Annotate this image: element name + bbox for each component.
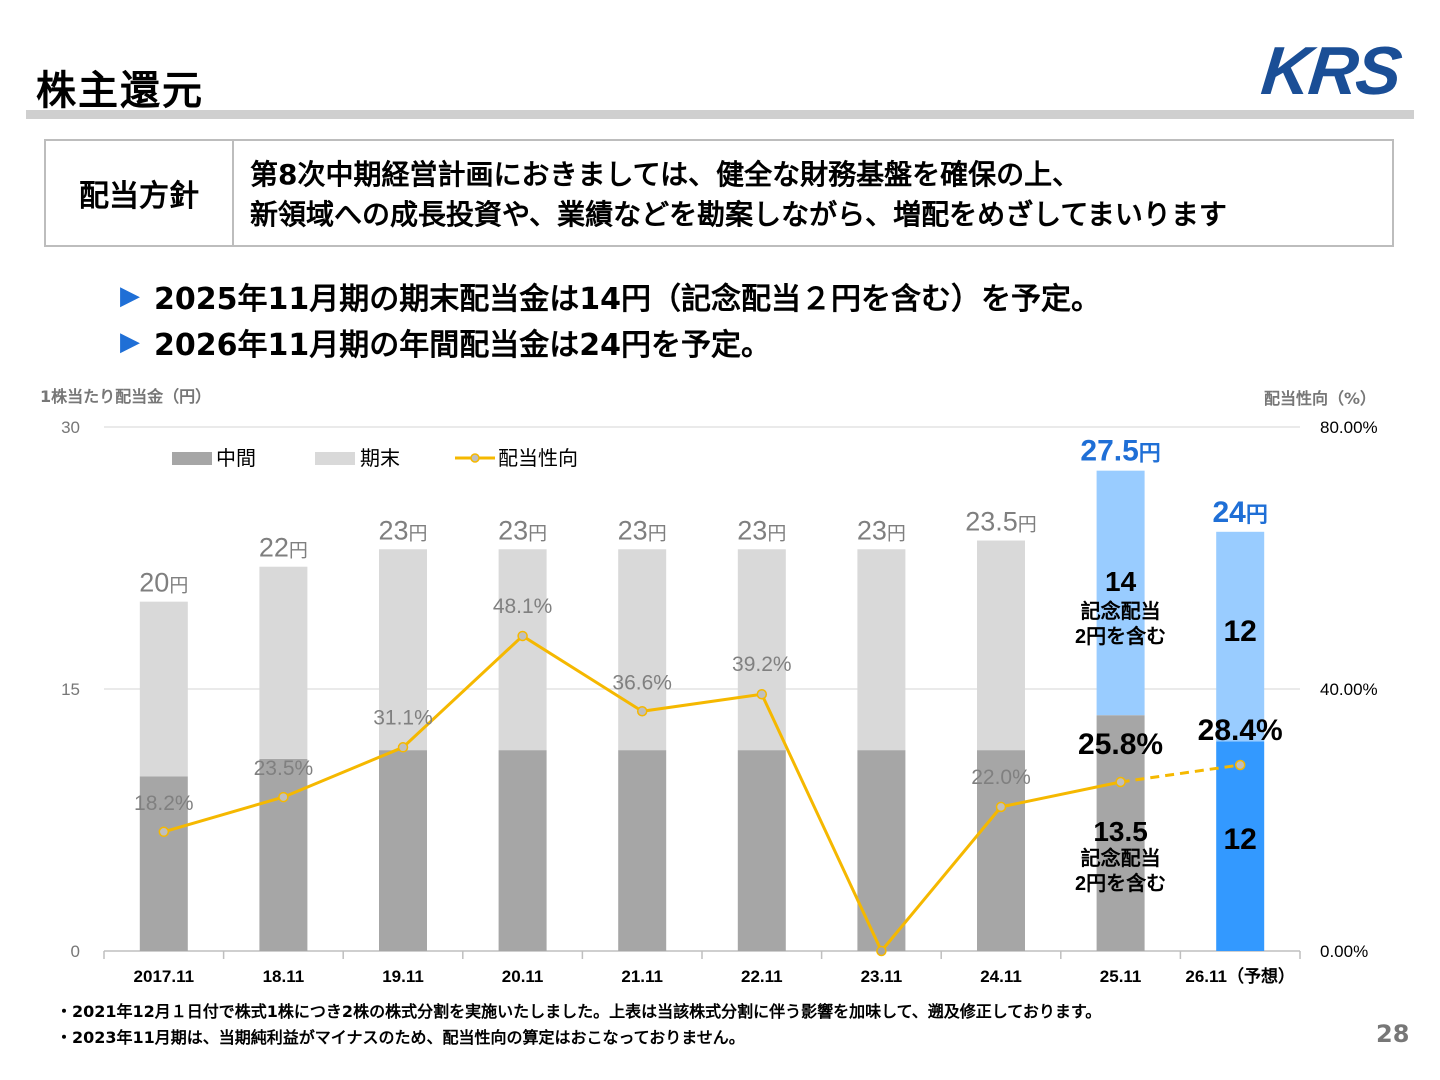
triangle-bullet-icon: ▶ xyxy=(120,327,140,357)
segment-label-year-end: 14 xyxy=(1105,566,1137,597)
legend-label-interim: 中間 xyxy=(216,447,256,470)
payout-ratio-point xyxy=(1115,776,1126,788)
bar-interim xyxy=(618,750,667,951)
bar-interim xyxy=(379,750,427,951)
bullet-2-text: 2026年11月期の年間配当金は24円を予定。 xyxy=(154,328,771,363)
policy-text: 第8次中期経営計画におきましては、健全な財務基盤を確保の上、 新領域への成長投資… xyxy=(250,155,1227,235)
payout-ratio-label: 39.2% xyxy=(732,653,792,676)
payout-ratio-point xyxy=(1234,759,1246,771)
segment-label-interim: 13.5 xyxy=(1093,816,1148,847)
segment-label-year-end: 12 xyxy=(1224,615,1257,648)
x-tick-label: 20.11 xyxy=(502,967,544,986)
x-tick-label: 21.11 xyxy=(621,967,663,986)
bar-total-label: 23円 xyxy=(498,515,547,545)
footnote-1: ・2021年12月１日付で株式1株につき2株の株式分割を実施いたしました。上表は… xyxy=(56,1002,1102,1021)
payout-ratio-forecast-line xyxy=(1120,763,1241,784)
legend-swatch-year-end xyxy=(315,452,355,465)
legend-swatch-interim xyxy=(172,452,212,465)
segment-note-year-end: 2円を含む xyxy=(1075,624,1166,648)
bar-year-end xyxy=(857,549,906,751)
payout-ratio-label: 36.6% xyxy=(612,671,672,694)
payout-ratio-label: 23.5% xyxy=(254,757,314,780)
right-tick-label: 80.00% xyxy=(1320,418,1378,437)
left-axis-caption: 1株当たり配当金（円） xyxy=(40,387,212,406)
bar-year-end xyxy=(977,540,1025,751)
x-tick-label: 25.11 xyxy=(1100,967,1142,986)
bar-interim xyxy=(498,750,547,951)
title-divider xyxy=(26,110,1414,119)
bar-total-label: 24円 xyxy=(1213,496,1268,529)
segment-note-interim: 記念配当 xyxy=(1081,846,1161,870)
right-tick-label: 0.00% xyxy=(1320,942,1368,961)
left-tick-label: 0 xyxy=(71,942,80,961)
x-tick-label: 24.11 xyxy=(980,967,1022,986)
legend-label-ratio: 配当性向 xyxy=(498,447,578,470)
bar-interim xyxy=(857,750,906,951)
policy-label: 配当方針 xyxy=(46,141,234,245)
payout-ratio-point xyxy=(876,945,887,957)
bar-year-end xyxy=(618,549,667,751)
bar-total-label: 22円 xyxy=(259,533,308,563)
legend-marker-ratio xyxy=(470,453,480,463)
payout-ratio-label: 25.8% xyxy=(1078,728,1163,761)
segment-note-year-end: 記念配当 xyxy=(1081,599,1161,623)
bullet-1-text: 2025年11月期の期末配当金は14円（記念配当２円を含む）を予定。 xyxy=(154,282,1101,317)
payout-ratio-point xyxy=(995,801,1007,813)
bar-interim xyxy=(737,750,786,951)
left-tick-label: 15 xyxy=(61,680,80,699)
segment-label-interim: 12 xyxy=(1224,823,1257,856)
page-title: 株主還元 xyxy=(36,68,204,114)
payout-ratio-label: 31.1% xyxy=(373,706,433,729)
segment-note-interim: 2円を含む xyxy=(1075,871,1166,895)
policy-line-1: 第8次中期経営計画におきましては、健全な財務基盤を確保の上、 xyxy=(250,158,1081,191)
x-tick-label: 26.11（予想） xyxy=(1185,966,1295,986)
left-tick-label: 30 xyxy=(61,418,80,437)
bar-interim xyxy=(259,758,308,951)
bar-year-end xyxy=(1216,531,1265,742)
bar-total-label: 23円 xyxy=(618,515,667,545)
bar-total-label: 23円 xyxy=(378,515,427,545)
bar-total-label: 23.5円 xyxy=(965,507,1037,537)
x-tick-label: 22.11 xyxy=(741,967,783,986)
bar-total-label: 23円 xyxy=(737,515,786,545)
bar-interim xyxy=(977,750,1025,951)
payout-ratio-label: 48.1% xyxy=(493,595,553,618)
bar-year-end xyxy=(1096,470,1145,716)
payout-ratio-point xyxy=(517,630,528,642)
right-tick-label: 40.00% xyxy=(1320,680,1378,699)
bar-year-end xyxy=(737,549,786,751)
bar-interim xyxy=(1096,715,1145,951)
x-tick-label: 2017.11 xyxy=(134,967,195,986)
dividend-policy-box: 配当方針 第8次中期経営計画におきましては、健全な財務基盤を確保の上、 新領域へ… xyxy=(44,139,1394,247)
payout-ratio-point xyxy=(636,706,648,717)
policy-line-2: 新領域への成長投資や、業績などを勘案しながら、増配をめざしてまいります xyxy=(250,198,1227,231)
payout-ratio-point xyxy=(278,791,289,803)
bar-total-label: 23円 xyxy=(857,515,906,545)
bar-year-end xyxy=(139,601,188,777)
bar-interim xyxy=(139,776,188,951)
payout-ratio-point xyxy=(158,826,170,838)
payout-ratio-point xyxy=(756,688,768,700)
x-tick-label: 19.11 xyxy=(382,967,424,986)
payout-ratio-label: 18.2% xyxy=(134,792,194,815)
bar-year-end xyxy=(259,566,308,759)
payout-ratio-label: 28.4% xyxy=(1198,714,1283,747)
bar-year-end xyxy=(379,549,427,751)
bullet-1: ▶ 2025年11月期の期末配当金は14円（記念配当２円を含む）を予定。 xyxy=(120,274,1101,318)
x-tick-label: 18.11 xyxy=(263,967,305,986)
triangle-bullet-icon: ▶ xyxy=(120,281,140,311)
bar-interim xyxy=(1216,741,1265,951)
x-tick-label: 23.11 xyxy=(861,967,903,986)
bar-total-label: 27.5円 xyxy=(1080,435,1160,468)
bullet-2: ▶ 2026年11月期の年間配当金は24円を予定。 xyxy=(120,320,771,364)
payout-ratio-point xyxy=(397,742,409,753)
payout-ratio-label: 22.0% xyxy=(971,766,1031,789)
bar-total-label: 20円 xyxy=(139,568,188,598)
footnote-2: ・2023年11月期は、当期純利益がマイナスのため、配当性向の算定はおこなってお… xyxy=(56,1028,745,1047)
right-axis-caption: 配当性向（%） xyxy=(1264,389,1377,408)
page-number: 28 xyxy=(1376,1020,1410,1048)
legend-label-year-end: 期末 xyxy=(360,447,400,470)
